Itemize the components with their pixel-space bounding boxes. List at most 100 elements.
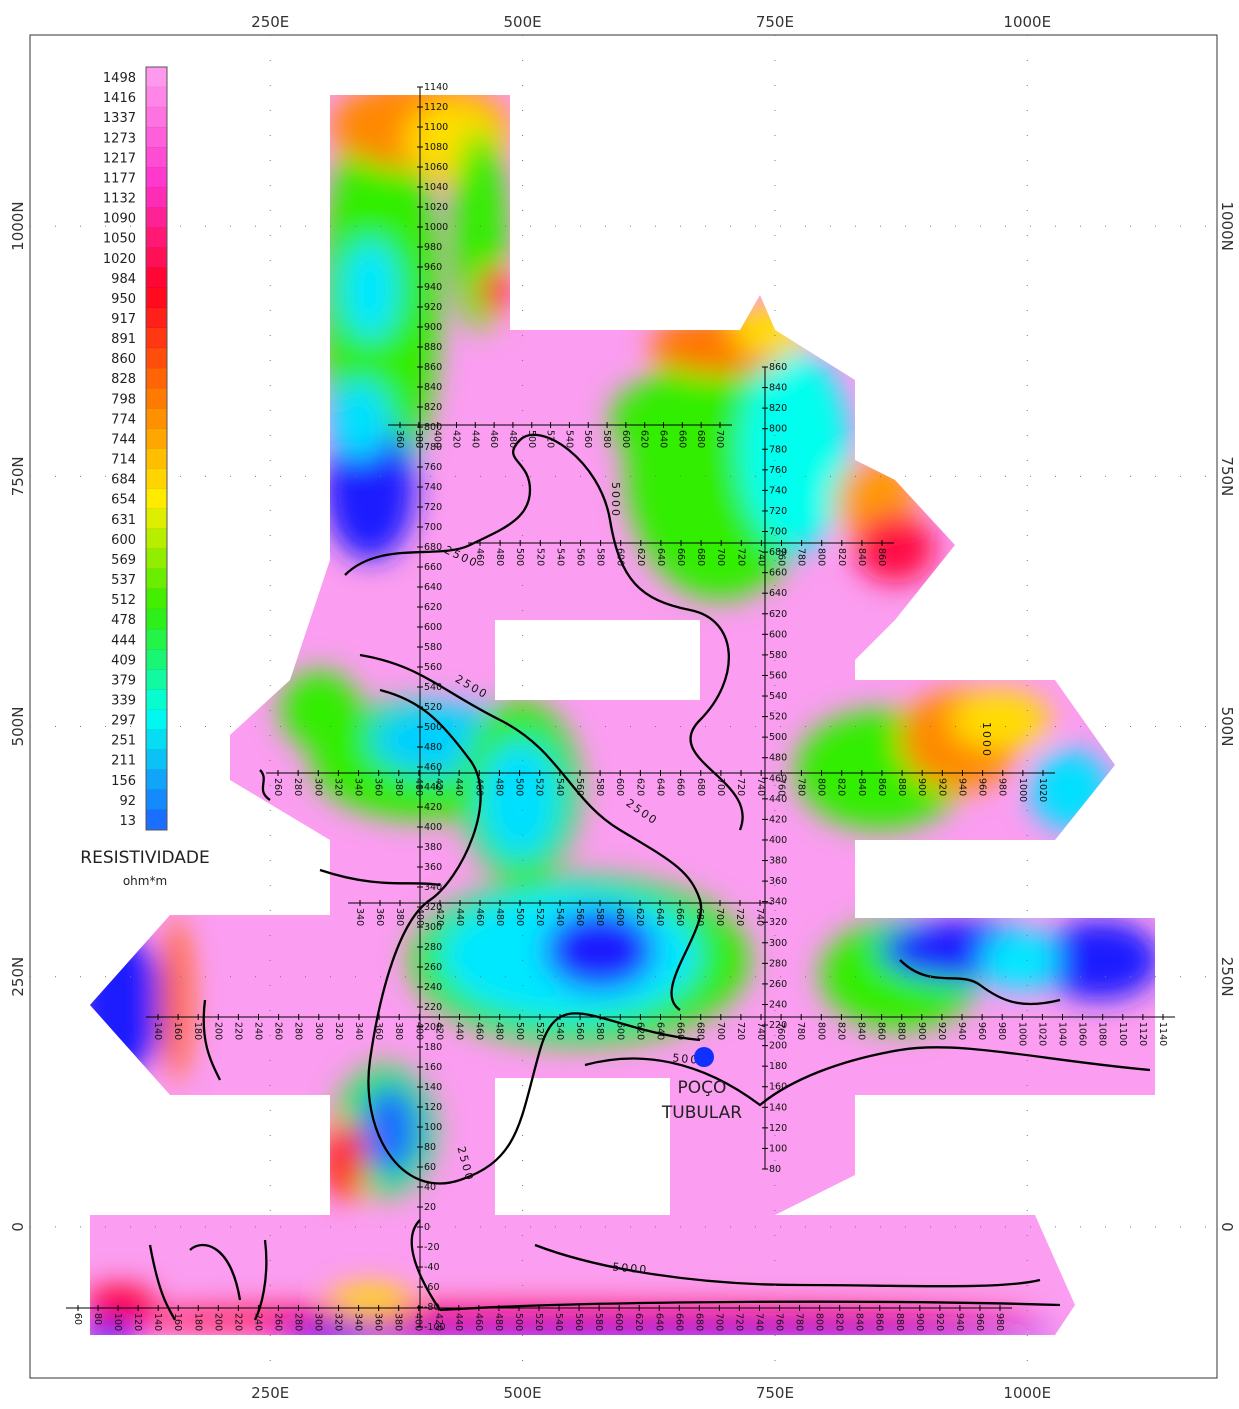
station-label: 620: [634, 908, 645, 926]
station-label: 940: [424, 282, 442, 293]
colorbar-band: [146, 408, 167, 429]
station-label: 280: [293, 1022, 304, 1040]
colorbar-band: [146, 710, 167, 731]
station-label: 1000: [1017, 778, 1028, 802]
station-label: 500: [514, 908, 525, 926]
station-label: 880: [424, 342, 442, 353]
station-label: 500: [514, 548, 525, 566]
colorbar-label: 1020: [103, 252, 136, 267]
station-label: 240: [424, 982, 442, 993]
colorbar-label: 950: [111, 292, 136, 307]
x-tick-label: 1000E: [1003, 1384, 1051, 1402]
station-label: 820: [836, 548, 847, 566]
colorbar-band: [146, 449, 167, 470]
colorbar-band: [146, 750, 167, 771]
station-label: 380: [769, 856, 787, 867]
colorbar-label: 860: [111, 352, 136, 367]
station-label: 700: [715, 1022, 726, 1040]
station-label: 740: [755, 548, 766, 566]
station-label: 460: [474, 1022, 485, 1040]
x-tick-label: 1000E: [1003, 13, 1051, 31]
station-label: 600: [424, 622, 442, 633]
station-label: 620: [634, 1022, 645, 1040]
station-label: 780: [794, 1313, 805, 1331]
colorbar-label: 917: [111, 312, 136, 327]
station-label: 180: [192, 1022, 203, 1040]
station-label: -60: [424, 1282, 440, 1293]
station-label: 540: [554, 548, 565, 566]
station-label: 860: [874, 1313, 885, 1331]
station-label: 980: [996, 1022, 1007, 1040]
station-label: 520: [534, 778, 545, 796]
colorbar-band: [146, 147, 167, 168]
well-label: TUBULAR: [661, 1103, 742, 1123]
station-label: 820: [836, 778, 847, 796]
station-label: 360: [374, 908, 385, 926]
colorbar-label: 984: [111, 272, 136, 287]
station-label: 760: [775, 1022, 786, 1040]
station-label: 500: [514, 778, 525, 796]
station-label: 660: [424, 562, 442, 573]
station-label: 360: [373, 778, 384, 796]
station-label: 960: [974, 1313, 985, 1331]
station-label: 600: [615, 548, 626, 566]
station-label: 700: [714, 430, 725, 448]
station-label: 840: [856, 778, 867, 796]
station-label: 260: [272, 1313, 283, 1331]
colorbar-label: 1337: [103, 111, 136, 126]
station-label: 480: [769, 753, 787, 764]
station-label: 680: [424, 542, 442, 553]
station-label: 560: [574, 908, 585, 926]
station-label: 840: [856, 1022, 867, 1040]
station-label: 1060: [424, 162, 448, 173]
station-label: -20: [424, 1242, 440, 1253]
colorbar-band: [146, 288, 167, 309]
station-label: 1060: [1077, 1022, 1088, 1046]
station-label: 380: [394, 908, 405, 926]
station-label: 660: [676, 430, 687, 448]
station-label: 240: [769, 999, 787, 1010]
station-label: 220: [424, 1002, 442, 1013]
station-label: 360: [394, 430, 405, 448]
station-label: 720: [735, 778, 746, 796]
station-label: 940: [956, 1022, 967, 1040]
station-label: 600: [614, 778, 625, 796]
station-label: 580: [594, 1022, 605, 1040]
colorbar-band: [146, 87, 167, 108]
colorbar-band: [146, 428, 167, 449]
field-blob: [160, 920, 190, 1080]
colorbar-band: [146, 549, 167, 570]
station-label: 880: [894, 1313, 905, 1331]
station-label: 640: [655, 778, 666, 796]
station-label: 260: [272, 778, 283, 796]
station-label: 900: [424, 322, 442, 333]
station-label: 680: [694, 908, 705, 926]
colorbar-label: 379: [111, 673, 136, 688]
station-label: 560: [574, 778, 585, 796]
station-label: 740: [424, 482, 442, 493]
well-label: POÇO: [678, 1078, 727, 1098]
station-label: 20: [424, 1202, 436, 1213]
station-label: 520: [534, 548, 545, 566]
colorbar-label: 13: [119, 814, 136, 829]
x-tick-label: 500E: [504, 1384, 542, 1402]
station-label: 520: [534, 908, 545, 926]
station-label: 0: [424, 1222, 430, 1233]
colorbar-label: 537: [111, 573, 136, 588]
page: {"map":{ "xlim":[12,1188],"ylim":[-151,1…: [0, 0, 1239, 1405]
station-label: 700: [769, 527, 787, 538]
station-label: 720: [769, 506, 787, 517]
y-tick-label: 250N: [1218, 957, 1236, 997]
station-label: 480: [493, 1313, 504, 1331]
station-label: 380: [393, 778, 404, 796]
y-tick-label: 0: [9, 1222, 27, 1232]
station-label: 260: [769, 979, 787, 990]
station-label: 380: [424, 842, 442, 853]
station-label: 40: [424, 1182, 436, 1193]
station-label: 860: [876, 1022, 887, 1040]
station-label: 620: [769, 609, 787, 620]
station-label: 700: [715, 778, 726, 796]
station-label: 620: [633, 1313, 644, 1331]
station-label: 1080: [1097, 1022, 1108, 1046]
colorbar-band: [146, 509, 167, 530]
